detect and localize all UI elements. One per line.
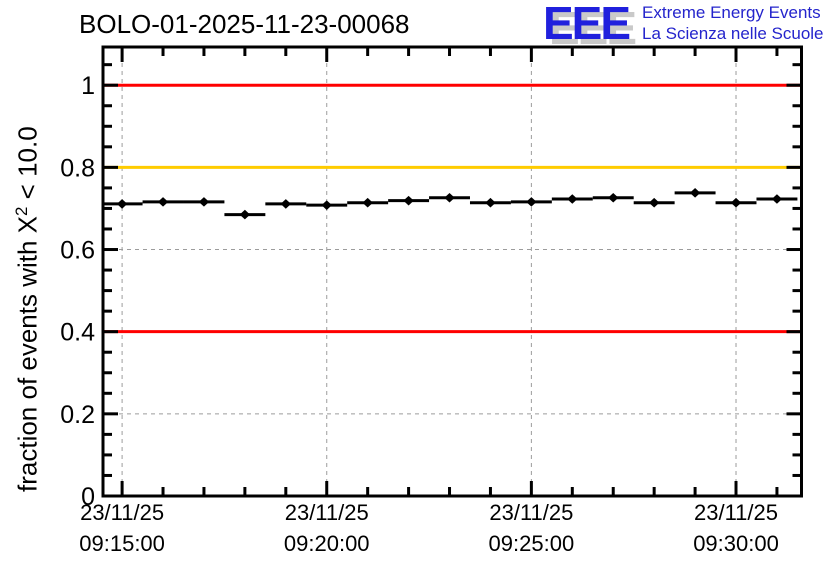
data-point bbox=[198, 197, 210, 207]
eee-logo-acronym: EEE bbox=[543, 0, 631, 49]
data-point bbox=[526, 197, 537, 207]
x-tick-date-label: 23/11/25 bbox=[285, 500, 369, 525]
data-point bbox=[239, 209, 251, 220]
eee-logo-subtitle-line2: La Scienza nelle Scuole bbox=[642, 24, 824, 44]
data-point bbox=[689, 188, 701, 198]
plot-frame bbox=[101, 45, 803, 498]
data-point bbox=[608, 192, 619, 203]
x-tick-time-label: 09:15:00 bbox=[79, 531, 165, 556]
x-tick-time-label: 09:30:00 bbox=[693, 531, 779, 556]
x-tick-time-label: 09:25:00 bbox=[489, 531, 575, 556]
data-point bbox=[730, 197, 742, 208]
eee-logo-subtitle-line1: Extreme Energy Events bbox=[642, 3, 821, 23]
x-tick-date-label: 23/11/25 bbox=[80, 500, 164, 525]
data-point bbox=[362, 197, 373, 208]
y-tick-label: 0.6 bbox=[60, 237, 95, 265]
data-point bbox=[567, 194, 578, 204]
x-tick-date-label: 23/11/25 bbox=[694, 500, 778, 525]
y-tick-label: 0 bbox=[81, 483, 95, 511]
y-tick-label: 0.4 bbox=[60, 319, 95, 347]
data-point bbox=[280, 199, 292, 209]
data-point bbox=[157, 197, 169, 207]
plot-title: BOLO-01-2025-11-23-00068 bbox=[79, 9, 410, 39]
data-point bbox=[444, 192, 455, 203]
data-point bbox=[321, 200, 332, 210]
data-point bbox=[116, 199, 128, 209]
eee-logo: EEE Extreme Energy Events La Scienza nel… bbox=[543, 0, 824, 49]
y-tick-label: 0.2 bbox=[60, 401, 95, 429]
y-tick-label: 0.8 bbox=[60, 154, 95, 182]
eee-logo-subtitle: Extreme Energy Events La Scienza nelle S… bbox=[642, 2, 823, 44]
data-point bbox=[403, 195, 414, 206]
x-tick-date-label: 23/11/25 bbox=[489, 500, 573, 525]
y-tick-label: 1 bbox=[81, 72, 95, 100]
data-point bbox=[485, 197, 496, 208]
data-point bbox=[771, 194, 783, 204]
x-tick-time-label: 09:20:00 bbox=[284, 531, 370, 556]
data-point bbox=[648, 197, 660, 208]
